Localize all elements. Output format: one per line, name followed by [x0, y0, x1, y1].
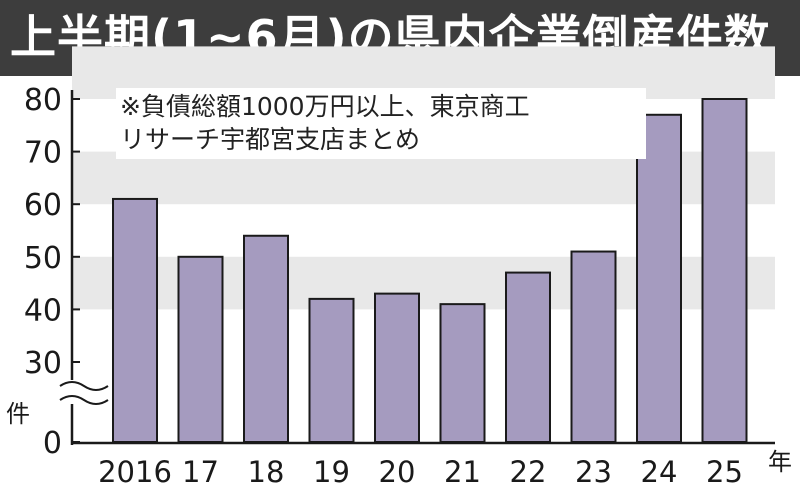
bar [439, 303, 486, 444]
x-tick-label: 23 [575, 455, 612, 489]
bar [570, 250, 617, 443]
y-unit-label: 件 [6, 400, 30, 428]
source-note-line-1: ※負債総額1000万円以上、東京商工 [120, 92, 530, 121]
x-tick-label: 18 [248, 455, 285, 489]
bar [177, 255, 224, 443]
x-tick-label: 20 [379, 455, 416, 489]
x-tick-label: 25 [706, 455, 743, 489]
y-tick-label: 50 [24, 241, 62, 276]
y-tick-label: 40 [24, 293, 62, 328]
source-note: ※負債総額1000万円以上、東京商工 リサーチ宇都宮支店まとめ [116, 88, 646, 159]
x-tick-label: 21 [444, 455, 481, 489]
y-tick-label: 0 [43, 426, 62, 461]
source-note-line-2: リサーチ宇都宮支店まとめ [120, 125, 421, 154]
y-tick-label: 60 [24, 188, 62, 223]
x-tick-label: 22 [510, 455, 547, 489]
y-tick-label: 80 [24, 83, 62, 118]
x-unit-label: 年 [768, 448, 792, 476]
bar [701, 98, 748, 443]
x-tick-label: 2016 [98, 455, 172, 489]
x-tick-label: 17 [182, 455, 219, 489]
bar [505, 271, 551, 443]
bar [308, 297, 355, 443]
bar [112, 197, 158, 443]
axis-break-upper [59, 381, 109, 391]
bar [636, 113, 682, 443]
bar [243, 234, 289, 443]
x-tick-label: 19 [313, 455, 350, 489]
y-tick-label: 70 [24, 136, 62, 171]
x-tick-label: 24 [641, 455, 678, 489]
bar [374, 292, 420, 443]
axis-break-lower [59, 395, 109, 405]
y-tick-label: 30 [24, 346, 62, 381]
